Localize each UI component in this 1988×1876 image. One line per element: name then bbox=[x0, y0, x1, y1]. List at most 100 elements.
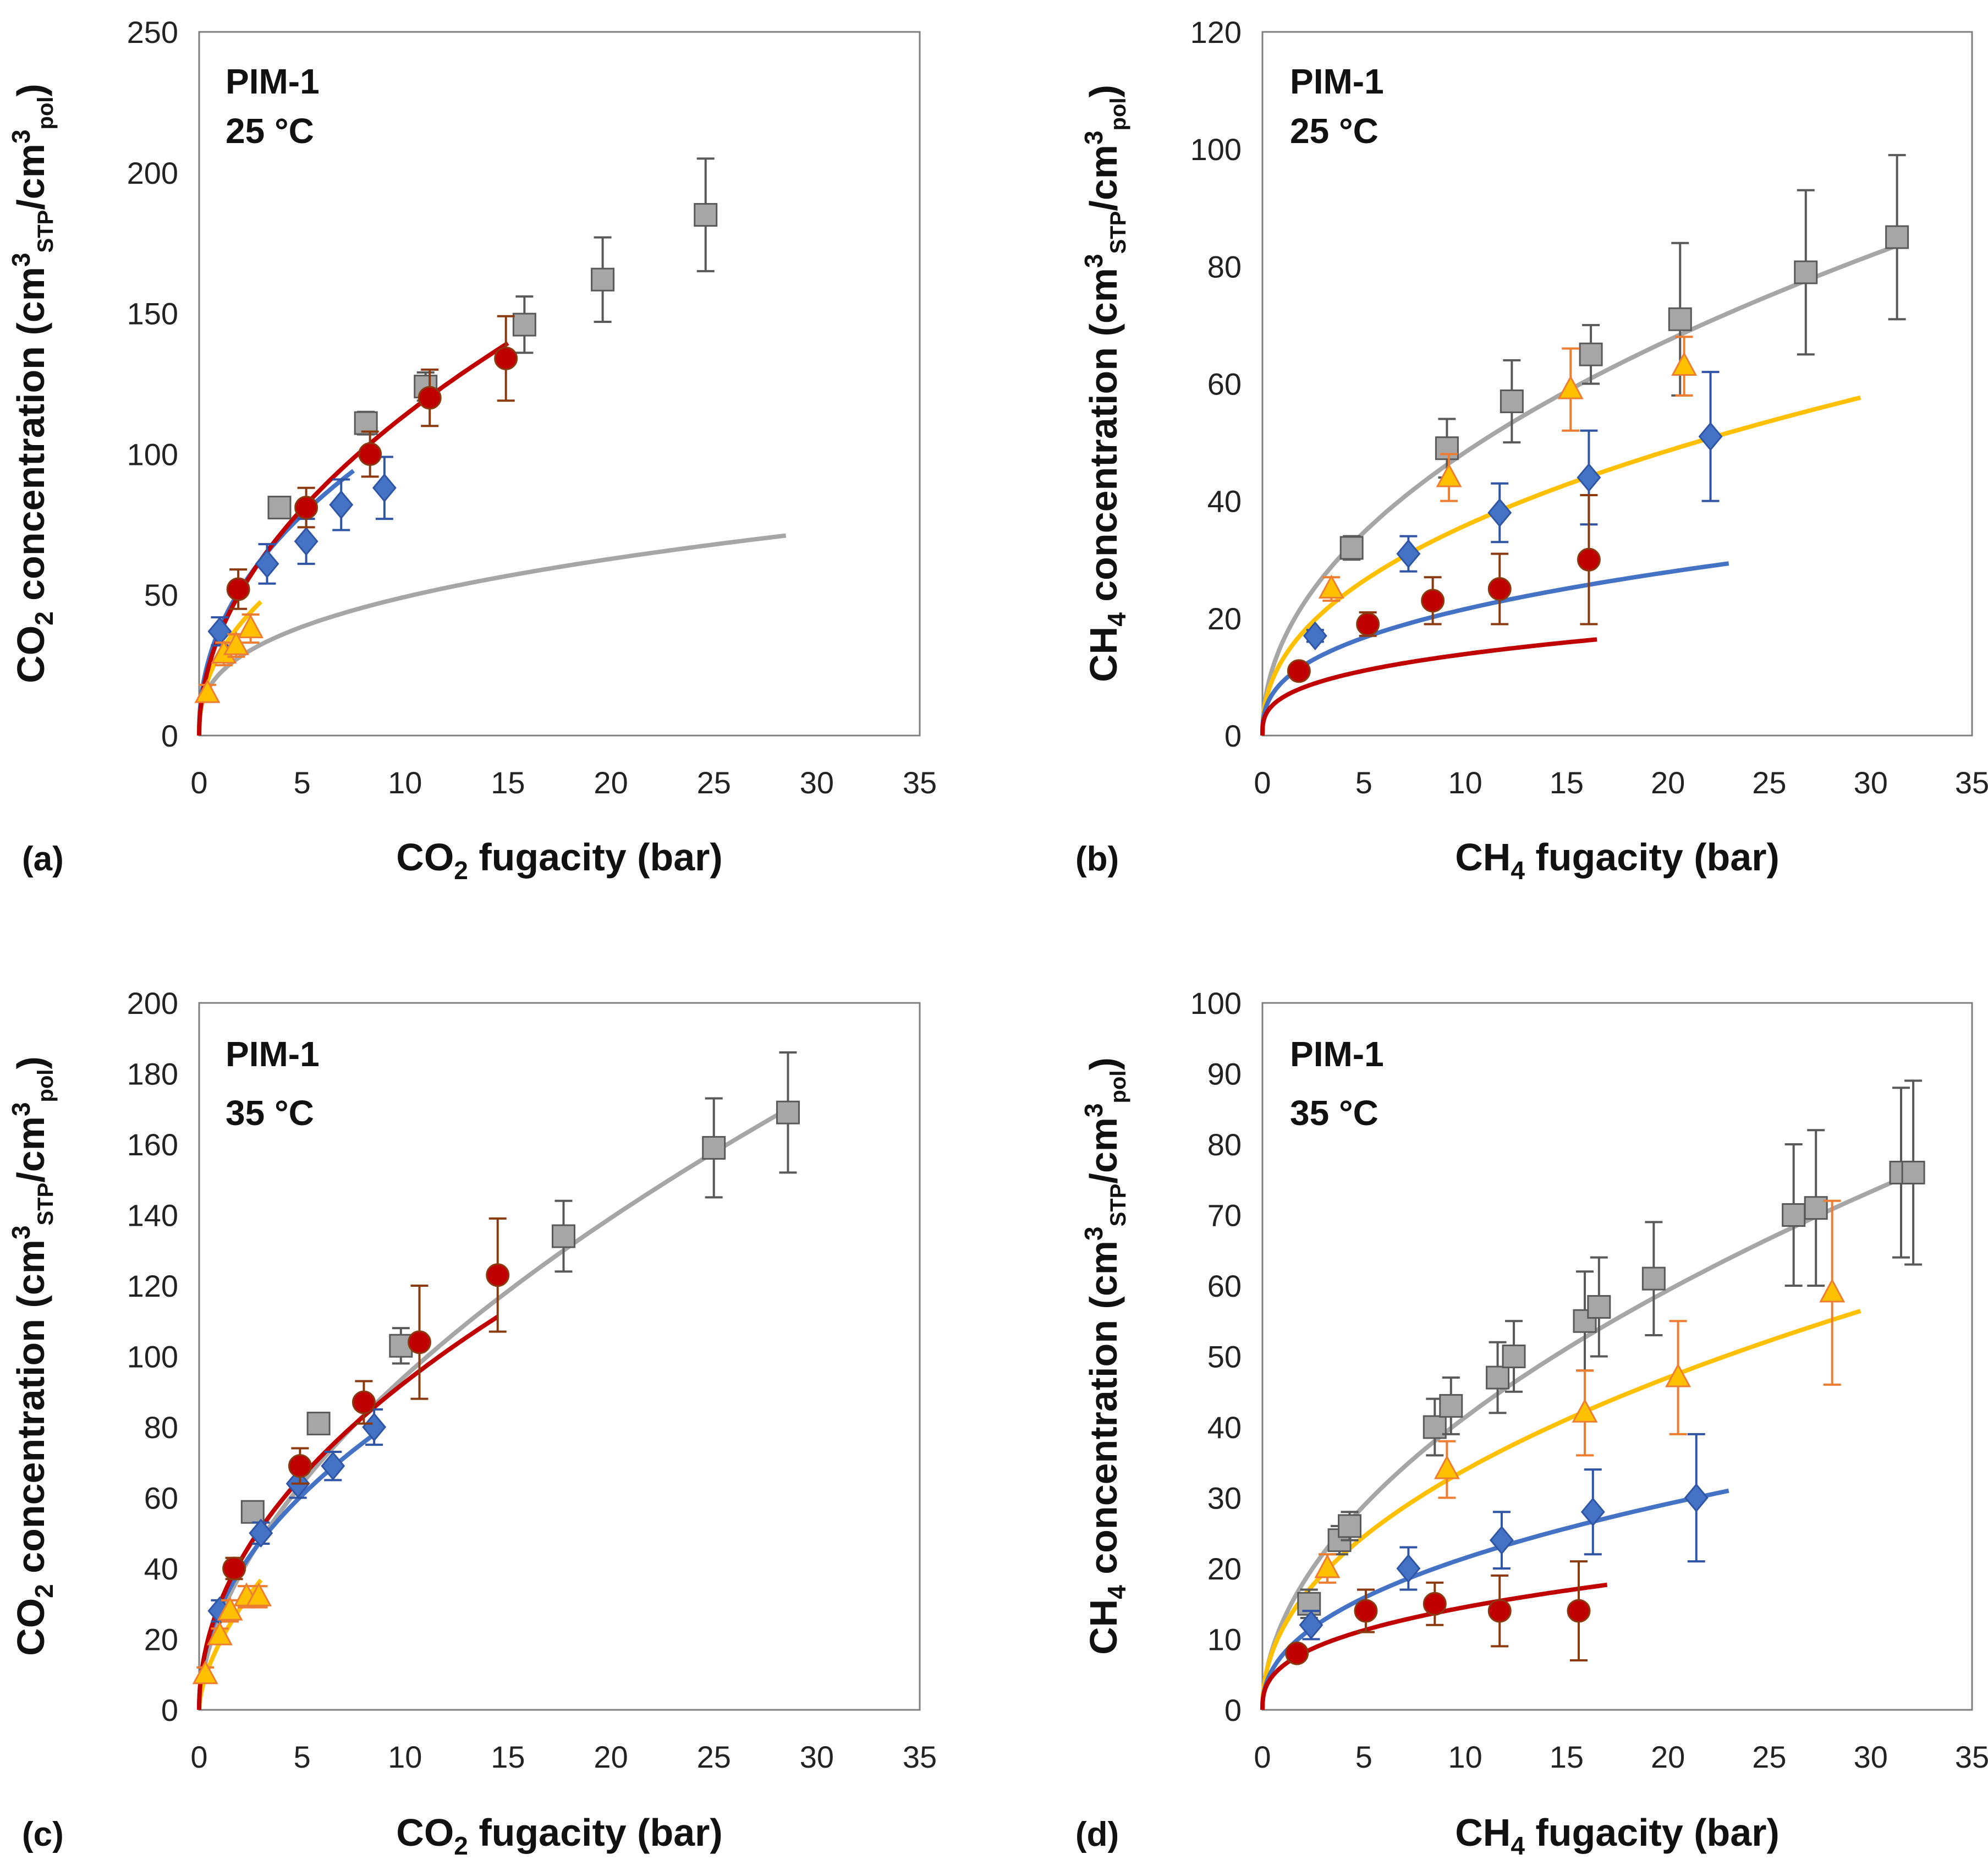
data-point-red bbox=[407, 1330, 431, 1354]
data-point-blue bbox=[329, 490, 354, 519]
panel-c: 0 20 40 60 80 100 120 140 160 180 200 0 5 10 15 20 25 30 3… bbox=[7, 986, 937, 1860]
x-tick-label: 35 bbox=[903, 1740, 937, 1774]
data-point-blue bbox=[1299, 1610, 1323, 1640]
panel-label: (d) bbox=[1075, 1815, 1119, 1853]
y-tick-label: 200 bbox=[127, 156, 178, 190]
data-point-red bbox=[1487, 1599, 1512, 1623]
x-tick-label: 0 bbox=[1254, 1740, 1271, 1774]
data-point-red bbox=[288, 1454, 312, 1478]
data-point-red bbox=[1285, 1641, 1309, 1665]
data-point-gray bbox=[1339, 536, 1364, 560]
fit-line-red bbox=[197, 341, 509, 736]
y-axis-title: CH4 concentration (cm3STP/cm3pol) bbox=[1079, 1057, 1131, 1655]
data-point-gray bbox=[1435, 436, 1459, 460]
y-tick-label: 40 bbox=[1207, 1410, 1242, 1445]
y-axis-title: CH4 concentration (cm3STP/cm3pol) bbox=[1079, 85, 1131, 682]
x-tick-label: 25 bbox=[1752, 765, 1786, 800]
polymer-label: PIM-1 bbox=[226, 62, 320, 101]
y-tick-label: 40 bbox=[1207, 484, 1242, 519]
data-point-red bbox=[294, 496, 318, 520]
data-point-red bbox=[1577, 547, 1601, 572]
data-point-gray bbox=[1486, 1365, 1510, 1390]
x-tick-label: 25 bbox=[697, 1740, 731, 1774]
x-axis-title: CO2 fugacity (bar) bbox=[396, 1811, 722, 1860]
panel-label: (a) bbox=[22, 840, 64, 878]
x-tick-label: 5 bbox=[1355, 765, 1372, 800]
data-point-yellow bbox=[1671, 352, 1698, 376]
fit-line-red bbox=[1260, 637, 1597, 736]
data-point-gray bbox=[1901, 1160, 1925, 1184]
data-point-yellow bbox=[1436, 463, 1462, 487]
data-point-gray bbox=[1500, 389, 1524, 413]
y-tick-label: 150 bbox=[127, 297, 178, 331]
fit-line-yellow bbox=[1260, 1309, 1861, 1710]
x-tick-label: 20 bbox=[594, 1740, 628, 1774]
data-point-gray bbox=[591, 267, 615, 292]
x-tick-label: 25 bbox=[697, 765, 731, 800]
y-tick-label: 0 bbox=[161, 1693, 178, 1727]
x-tick-label: 20 bbox=[1651, 1740, 1685, 1774]
data-point-red bbox=[1356, 612, 1380, 636]
data-point-gray bbox=[1423, 1415, 1447, 1439]
data-point-red bbox=[486, 1263, 510, 1287]
y-tick-label: 90 bbox=[1207, 1057, 1242, 1091]
data-point-red bbox=[1423, 1592, 1447, 1616]
data-point-gray bbox=[1439, 1394, 1463, 1418]
data-point-blue bbox=[255, 549, 279, 579]
data-point-gray bbox=[1337, 1514, 1361, 1538]
y-tick-label: 160 bbox=[127, 1127, 178, 1162]
x-tick-label: 15 bbox=[1550, 1740, 1584, 1774]
data-point-yellow bbox=[192, 1660, 218, 1685]
x-tick-label: 10 bbox=[1448, 1740, 1482, 1774]
data-point-yellow bbox=[246, 1582, 272, 1606]
x-tick-label: 35 bbox=[1955, 765, 1988, 800]
plot-area bbox=[198, 31, 921, 737]
data-point-blue bbox=[294, 526, 318, 556]
temperature-label: 35 °C bbox=[226, 1093, 314, 1133]
data-point-gray bbox=[1668, 307, 1692, 331]
data-point-blue bbox=[1489, 1526, 1514, 1555]
panel-b: 0 20 40 60 80 100 120 0 5 10 15 20 25 30 35 PIM-1 25 °C (… bbox=[1075, 15, 1988, 885]
y-tick-label: 60 bbox=[1207, 367, 1242, 402]
data-point-gray bbox=[694, 203, 718, 227]
x-tick-label: 0 bbox=[190, 1740, 207, 1774]
x-tick-label: 20 bbox=[1651, 765, 1685, 800]
x-tick-label: 15 bbox=[1550, 765, 1584, 800]
data-point-red bbox=[418, 386, 442, 410]
panel-label: (b) bbox=[1075, 840, 1119, 878]
plot-area bbox=[198, 1002, 921, 1711]
data-point-yellow bbox=[1557, 375, 1584, 399]
temperature-label: 35 °C bbox=[1290, 1093, 1379, 1133]
y-tick-label: 0 bbox=[161, 718, 178, 753]
x-tick-label: 5 bbox=[294, 1740, 311, 1774]
y-tick-label: 60 bbox=[1207, 1269, 1242, 1303]
data-point-red bbox=[1354, 1599, 1378, 1623]
x-tick-label: 35 bbox=[903, 765, 937, 800]
data-point-yellow bbox=[1434, 1455, 1460, 1479]
data-point-blue bbox=[207, 617, 232, 646]
data-point-blue bbox=[1580, 1497, 1605, 1527]
y-tick-label: 20 bbox=[1207, 601, 1242, 636]
data-point-gray bbox=[1804, 1196, 1828, 1220]
panel-label: (c) bbox=[22, 1815, 64, 1853]
x-axis-title: CO2 fugacity (bar) bbox=[396, 836, 722, 885]
data-point-red bbox=[1287, 659, 1311, 683]
polymer-label: PIM-1 bbox=[1290, 1034, 1384, 1074]
x-tick-label: 30 bbox=[800, 1740, 834, 1774]
data-point-blue bbox=[1303, 621, 1327, 651]
y-tick-label: 120 bbox=[1190, 15, 1242, 50]
data-point-red bbox=[358, 442, 382, 466]
data-point-gray bbox=[354, 411, 378, 435]
y-tick-label: 250 bbox=[127, 15, 178, 50]
fit-line-gray bbox=[197, 533, 787, 736]
data-point-gray bbox=[1782, 1203, 1806, 1227]
y-tick-label: 20 bbox=[1207, 1551, 1242, 1586]
y-tick-label: 30 bbox=[1207, 1481, 1242, 1516]
data-point-gray bbox=[776, 1100, 800, 1124]
fit-line-gray bbox=[1260, 242, 1902, 736]
data-point-blue bbox=[321, 1451, 345, 1481]
data-point-blue bbox=[1396, 1554, 1421, 1583]
y-tick-label: 40 bbox=[144, 1551, 178, 1586]
data-point-red bbox=[494, 346, 518, 370]
